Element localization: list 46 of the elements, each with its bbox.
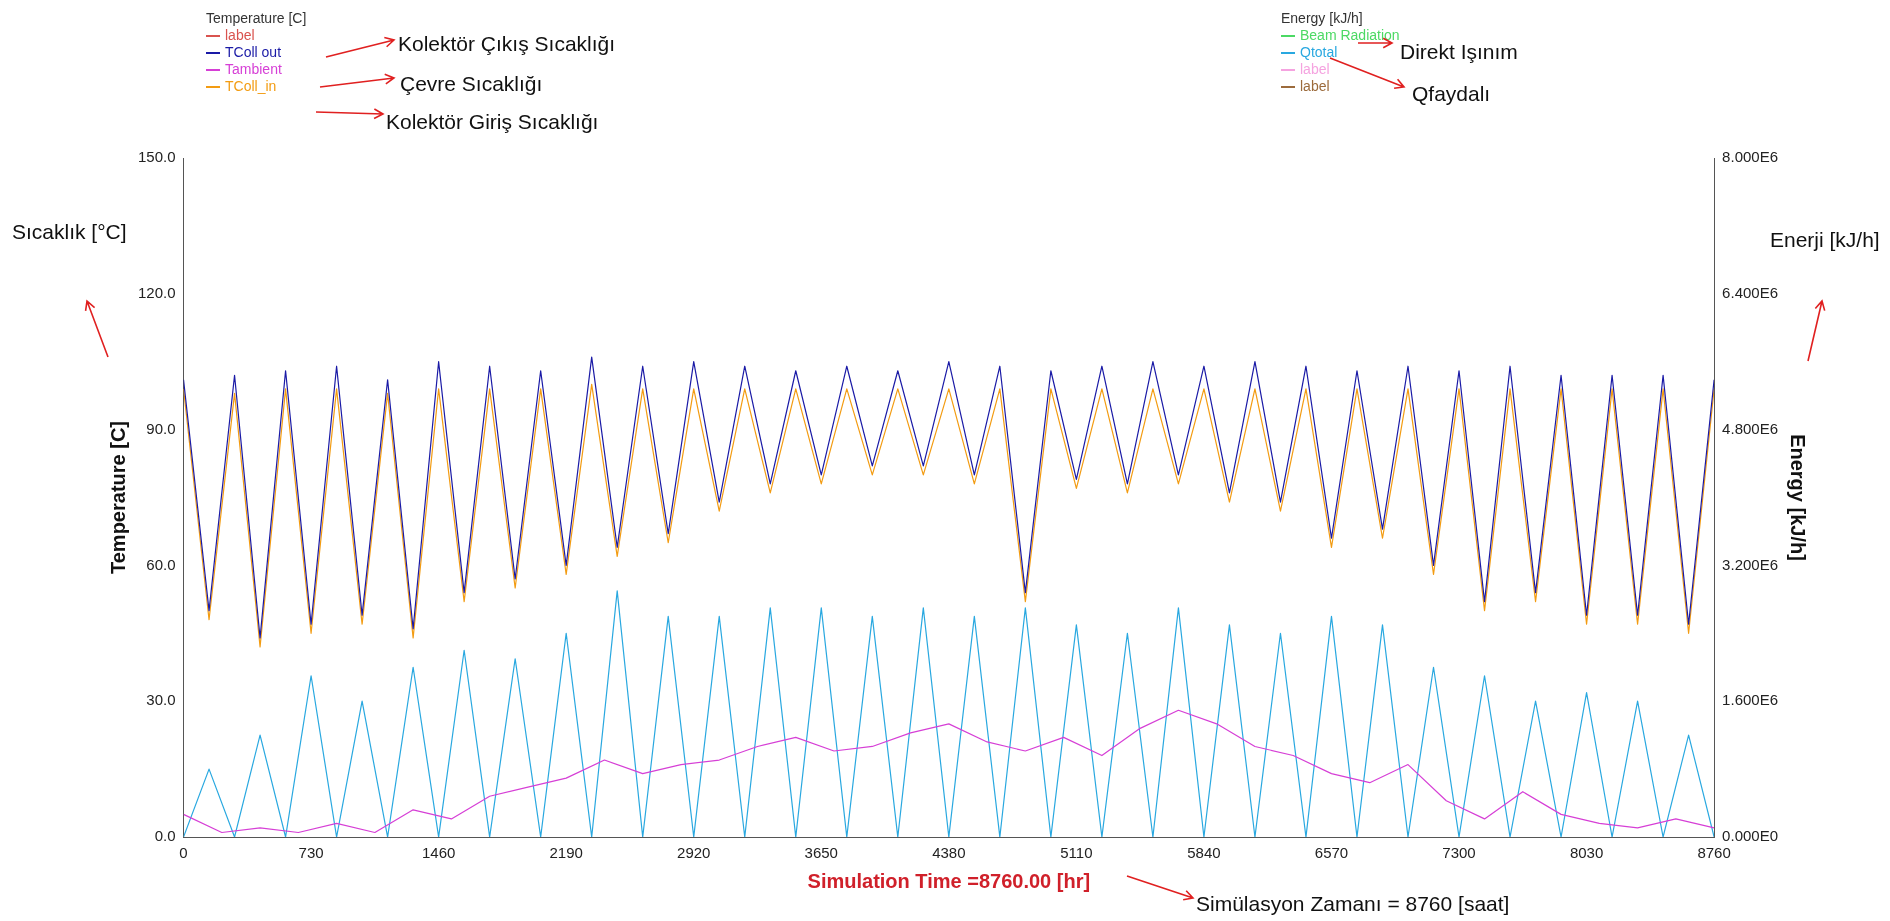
y-tick-label: 90.0 xyxy=(146,419,176,437)
text: Simülasyon Zamanı = 8760 [saat] xyxy=(1196,892,1510,916)
legend-label: Qtotal xyxy=(1300,44,1338,61)
legend-label: Beam Radiation xyxy=(1300,27,1400,44)
x-tick-label: 3650 xyxy=(804,844,838,862)
x-tick-label: 6570 xyxy=(1314,844,1349,862)
x-tick-label: 0 xyxy=(179,844,188,862)
y-tick-label: 120.0 xyxy=(137,283,176,301)
x-tick-label: 4380 xyxy=(932,844,966,862)
x-tick-label: 730 xyxy=(298,844,324,862)
text: Temperature [C] xyxy=(206,10,307,26)
y-axis-title: Temperature [C] xyxy=(106,421,129,574)
y2-tick-label: 6.400E6 xyxy=(1722,283,1779,301)
x-tick-label: 1460 xyxy=(421,844,456,862)
text: Qfaydalı xyxy=(1412,82,1491,106)
text: Enerji [kJ/h] xyxy=(1770,228,1880,252)
legend-label: Tambient xyxy=(225,61,282,78)
text: Direkt Işınım xyxy=(1400,40,1518,64)
legend-label: label xyxy=(225,27,255,44)
y2-axis-title: Energy [kJ/h] xyxy=(1787,434,1810,561)
x-tick-label: 8030 xyxy=(1569,844,1604,862)
y2-tick-label: 1.600E6 xyxy=(1722,691,1779,709)
y2-tick-label: 0.000E0 xyxy=(1722,827,1779,845)
y2-tick-label: 8.000E6 xyxy=(1722,148,1779,166)
x-tick-label: 2920 xyxy=(677,844,711,862)
text: Sıcaklık [°C] xyxy=(12,220,127,244)
x-tick-label: 7300 xyxy=(1442,844,1476,862)
x-tick-label: 5840 xyxy=(1187,844,1221,862)
legend-label: TColl out xyxy=(225,44,282,61)
y2-tick-label: 4.800E6 xyxy=(1722,419,1779,437)
x-axis-title: Simulation Time =8760.00 [hr] xyxy=(807,869,1091,892)
legend-label: label xyxy=(1300,61,1330,78)
x-tick-label: 2190 xyxy=(549,844,583,862)
x-tick-label: 5110 xyxy=(1060,844,1093,862)
y2-tick-label: 3.200E6 xyxy=(1722,555,1779,573)
text: Kolektör Giriş Sıcaklığı xyxy=(386,110,599,134)
y-tick-label: 150.0 xyxy=(137,148,176,166)
text: Çevre Sıcaklığı xyxy=(400,72,543,96)
legend-label: label xyxy=(1300,78,1330,95)
x-tick-label: 8760 xyxy=(1697,844,1731,862)
text: Kolektör Çıkış Sıcaklığı xyxy=(398,32,616,56)
y-tick-label: 0.0 xyxy=(154,827,176,845)
y-tick-label: 60.0 xyxy=(146,555,176,573)
legend-label: TColl_in xyxy=(225,78,277,95)
y-tick-label: 30.0 xyxy=(146,691,176,709)
text: Energy [kJ/h] xyxy=(1281,10,1363,26)
